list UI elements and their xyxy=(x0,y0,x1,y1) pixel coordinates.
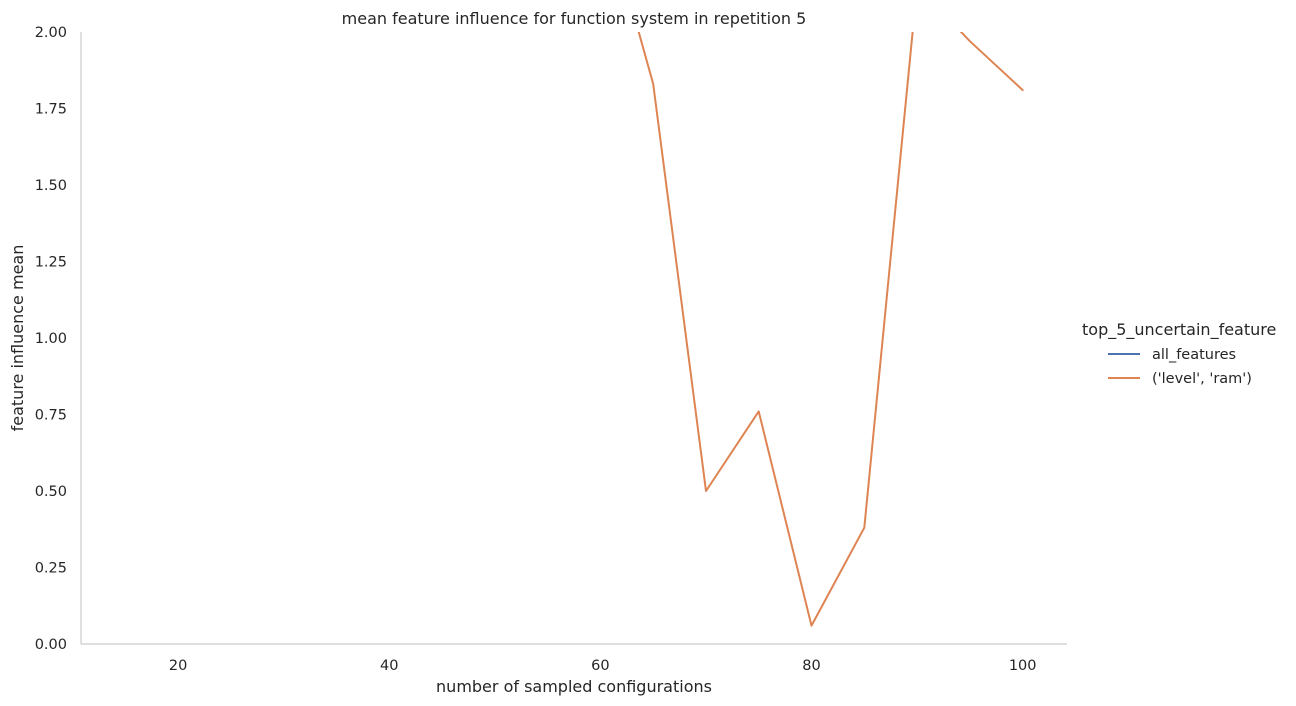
y-tick-label: 0.00 xyxy=(35,637,67,653)
x-tick-label: 100 xyxy=(1009,658,1037,674)
series-line-1 xyxy=(637,32,1024,627)
y-axis-title: feature influence mean xyxy=(8,245,27,432)
y-tick-label: 0.25 xyxy=(35,561,67,577)
y-tick-label: 1.00 xyxy=(35,331,67,347)
y-tick-label: 1.50 xyxy=(35,178,67,194)
x-tick-label: 80 xyxy=(802,658,820,674)
y-tick-label: 2.00 xyxy=(35,25,67,41)
x-axis-title: number of sampled configurations xyxy=(436,677,712,696)
legend: top_5_uncertain_feature all_features ('le… xyxy=(1082,320,1276,387)
series-layer xyxy=(637,32,1024,627)
x-tick-label: 40 xyxy=(380,658,398,674)
legend-label: all_features xyxy=(1152,347,1236,363)
chart-title: mean feature influence for function syst… xyxy=(342,9,807,28)
y-tick-label: 0.75 xyxy=(35,408,67,424)
legend-label: ('level', 'ram') xyxy=(1152,371,1252,387)
x-tick-label: 20 xyxy=(169,658,187,674)
y-tick-label: 1.75 xyxy=(35,102,67,118)
y-tick-label: 1.25 xyxy=(35,255,67,271)
x-tick-label: 60 xyxy=(591,658,609,674)
legend-title: top_5_uncertain_feature xyxy=(1082,320,1276,340)
axes: 20 40 60 80 100 0.00 0.25 0.50 0.75 1.00 1.25 1.50 1… xyxy=(35,25,1067,674)
y-tick-label: 0.50 xyxy=(35,484,67,500)
